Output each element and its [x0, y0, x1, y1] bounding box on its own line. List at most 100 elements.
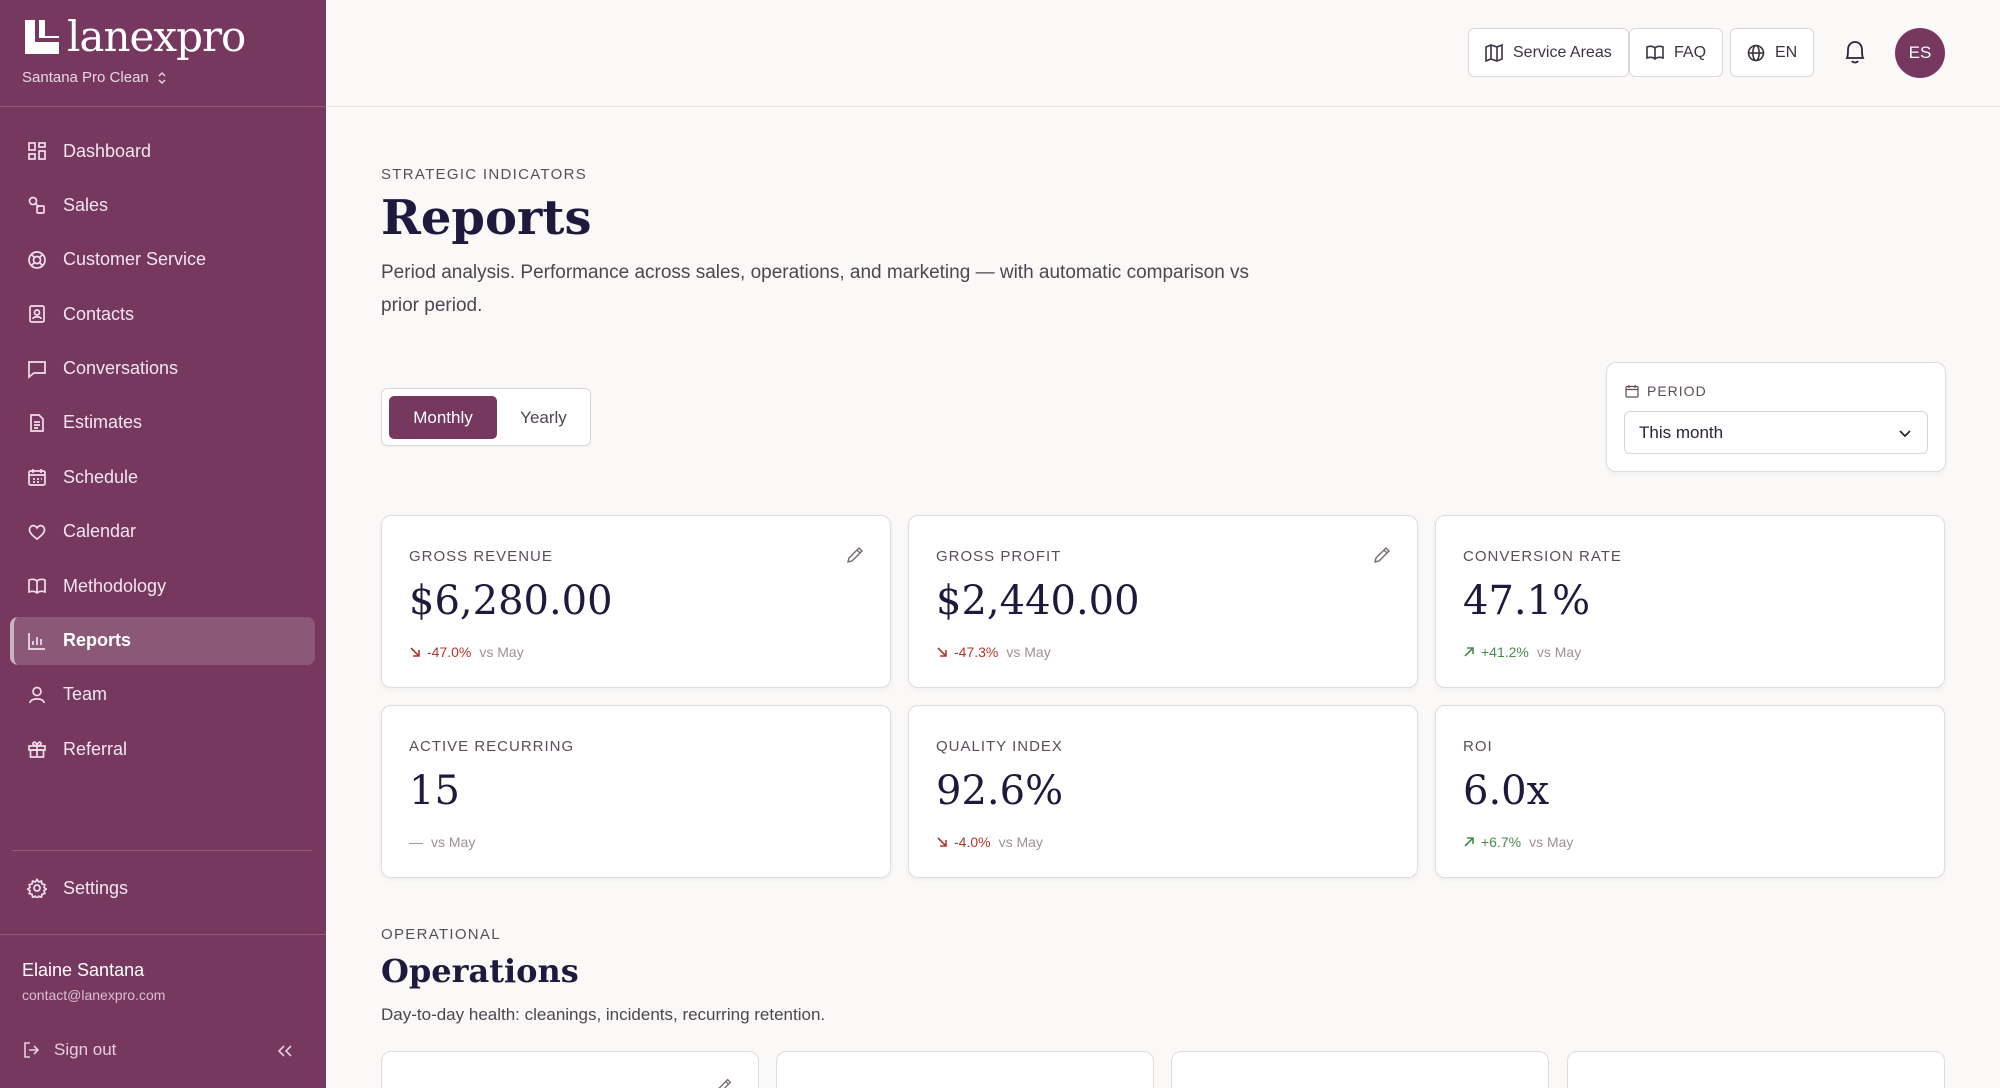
kpi-delta-value: -4.0%: [954, 834, 991, 850]
kpi-label: GROSS PROFIT: [936, 548, 1062, 565]
sign-out-icon: [24, 1042, 40, 1058]
kpi-delta-value: +6.7%: [1481, 834, 1522, 850]
kpi-delta-compare: vs May: [1536, 644, 1582, 660]
map-icon: [1485, 43, 1503, 62]
gift-icon: [28, 741, 46, 759]
avatar[interactable]: ES: [1895, 28, 1945, 78]
sidebar-item-label: Conversations: [63, 358, 179, 379]
user-email: contact@lanexpro.com: [22, 987, 166, 1003]
book-icon: [28, 578, 46, 595]
language-button[interactable]: EN: [1730, 28, 1815, 77]
service-areas-button[interactable]: Service Areas: [1468, 28, 1629, 77]
kpi-label: CONVERSION RATE: [1463, 548, 1622, 565]
sidebar-item-label: Team: [63, 684, 108, 705]
page-eyebrow: STRATEGIC INDICATORS: [381, 166, 588, 183]
kpi-delta-compare: vs May: [1006, 644, 1051, 660]
edit-button[interactable]: [714, 1076, 734, 1088]
sidebar-item-label: Referral: [63, 738, 128, 759]
pencil-icon: [1373, 546, 1391, 564]
sidebar-item-sales[interactable]: Sales: [10, 181, 315, 229]
period-select[interactable]: This month: [1624, 411, 1928, 454]
sidebar-item-contacts[interactable]: Contacts: [10, 290, 315, 338]
chat-icon: [28, 360, 46, 379]
kpi-card-gross-profit: GROSS PROFIT $2,440.00 -47.3% vs May: [908, 515, 1418, 688]
sidebar-item-label: Calendar: [63, 521, 137, 542]
dashboard-icon: [28, 142, 46, 160]
kpi-card-quality-index: QUALITY INDEX 92.6% -4.0% vs May: [908, 705, 1418, 878]
monthly-toggle[interactable]: Monthly: [389, 396, 497, 439]
page-description: Period analysis. Performance across sale…: [381, 262, 1250, 316]
arrow-down-right-icon: [937, 647, 947, 657]
sidebar-divider: [12, 850, 312, 851]
period-select-value: This month: [1639, 422, 1724, 442]
sidebar-item-label: Reports: [63, 630, 132, 651]
sidebar-item-settings[interactable]: Settings: [10, 864, 315, 912]
bar-chart-icon: [28, 632, 45, 650]
operations-card: [381, 1051, 759, 1088]
org-switcher[interactable]: Santana Pro Clean: [22, 69, 167, 86]
sidebar-item-schedule[interactable]: Schedule: [10, 453, 315, 501]
kpi-delta-compare: vs May: [1529, 834, 1574, 850]
sidebar-item-reports[interactable]: Reports: [10, 616, 315, 665]
kpi-card-gross-revenue: GROSS REVENUE $6,280.00 -47.0% vs May: [381, 515, 891, 688]
edit-button[interactable]: [844, 544, 866, 571]
sidebar-nav: Dashboard Sales Customer Service Contact…: [10, 127, 315, 780]
sidebar-item-team[interactable]: Team: [10, 671, 315, 719]
kpi-value: $2,440.00: [936, 578, 1140, 624]
sidebar-item-methodology[interactable]: Methodology: [10, 562, 315, 610]
kpi-delta: -47.3% vs May: [936, 644, 1051, 660]
brand-name: lanexpro: [67, 12, 246, 61]
sidebar-item-label: Customer Service: [63, 249, 207, 270]
operations-card: [776, 1051, 1154, 1088]
service-areas-label: Service Areas: [1513, 43, 1612, 61]
kpi-card-roi: ROI 6.0x +6.7% vs May: [1435, 705, 1945, 878]
topbar: Service Areas FAQ EN ES: [326, 0, 2000, 107]
book-open-icon: [1646, 45, 1664, 60]
sidebar-item-customer-service[interactable]: Customer Service: [10, 236, 315, 284]
period-label: PERIOD: [1625, 383, 1707, 399]
sign-out-label: Sign out: [54, 1040, 117, 1059]
kpi-label: QUALITY INDEX: [936, 738, 1063, 755]
sidebar-item-label: Sales: [63, 194, 109, 215]
kpi-delta: -47.0% vs May: [409, 644, 524, 660]
faq-button[interactable]: FAQ: [1629, 28, 1724, 77]
sidebar-item-label: Settings: [63, 877, 129, 898]
kpi-delta: +41.2% vs May: [1463, 644, 1581, 660]
sidebar-divider: [0, 934, 326, 935]
kpi-value: $6,280.00: [409, 578, 613, 624]
sales-icon: [28, 197, 45, 215]
kpi-value: 6.0x: [1463, 768, 1550, 814]
arrow-up-right-icon: [1464, 837, 1474, 847]
kpi-value: 15: [409, 768, 460, 814]
kpi-label: ROI: [1463, 738, 1493, 755]
sidebar-item-dashboard[interactable]: Dashboard: [10, 127, 315, 175]
sidebar-item-label: Dashboard: [63, 140, 152, 161]
yearly-toggle[interactable]: Yearly: [520, 407, 567, 427]
kpi-card-active-recurring: ACTIVE RECURRING 15 — vs May: [381, 705, 891, 878]
sidebar-item-estimates[interactable]: Estimates: [10, 399, 315, 447]
section-eyebrow: OPERATIONAL: [381, 926, 501, 943]
chevrons-left-icon: [277, 1045, 292, 1057]
calendar-icon: [1625, 385, 1639, 398]
section-title: Operations: [381, 952, 579, 990]
user-icon: [29, 686, 45, 704]
document-icon: [30, 414, 44, 432]
kpi-delta-compare: vs May: [479, 644, 524, 660]
edit-button[interactable]: [1371, 544, 1393, 571]
brand-logo[interactable]: lanexpro: [21, 12, 246, 62]
sidebar-divider: [0, 106, 326, 107]
kpi-label: GROSS REVENUE: [409, 548, 553, 565]
collapse-sidebar-button[interactable]: [276, 1042, 294, 1065]
heart-icon: [28, 524, 46, 540]
chevron-down-icon: [1899, 430, 1911, 438]
kpi-delta-value: -47.3%: [954, 644, 999, 660]
sidebar-item-conversations[interactable]: Conversations: [10, 345, 315, 393]
sign-out-button[interactable]: Sign out: [22, 1040, 116, 1060]
kpi-delta: -4.0% vs May: [936, 834, 1043, 850]
pencil-icon: [846, 546, 864, 564]
arrow-down-right-icon: [410, 647, 420, 657]
notifications-button[interactable]: [1842, 38, 1868, 71]
sidebar-item-referral[interactable]: Referral: [10, 725, 315, 773]
sidebar-item-calendar[interactable]: Calendar: [10, 508, 315, 556]
page-title: Reports: [381, 190, 592, 246]
